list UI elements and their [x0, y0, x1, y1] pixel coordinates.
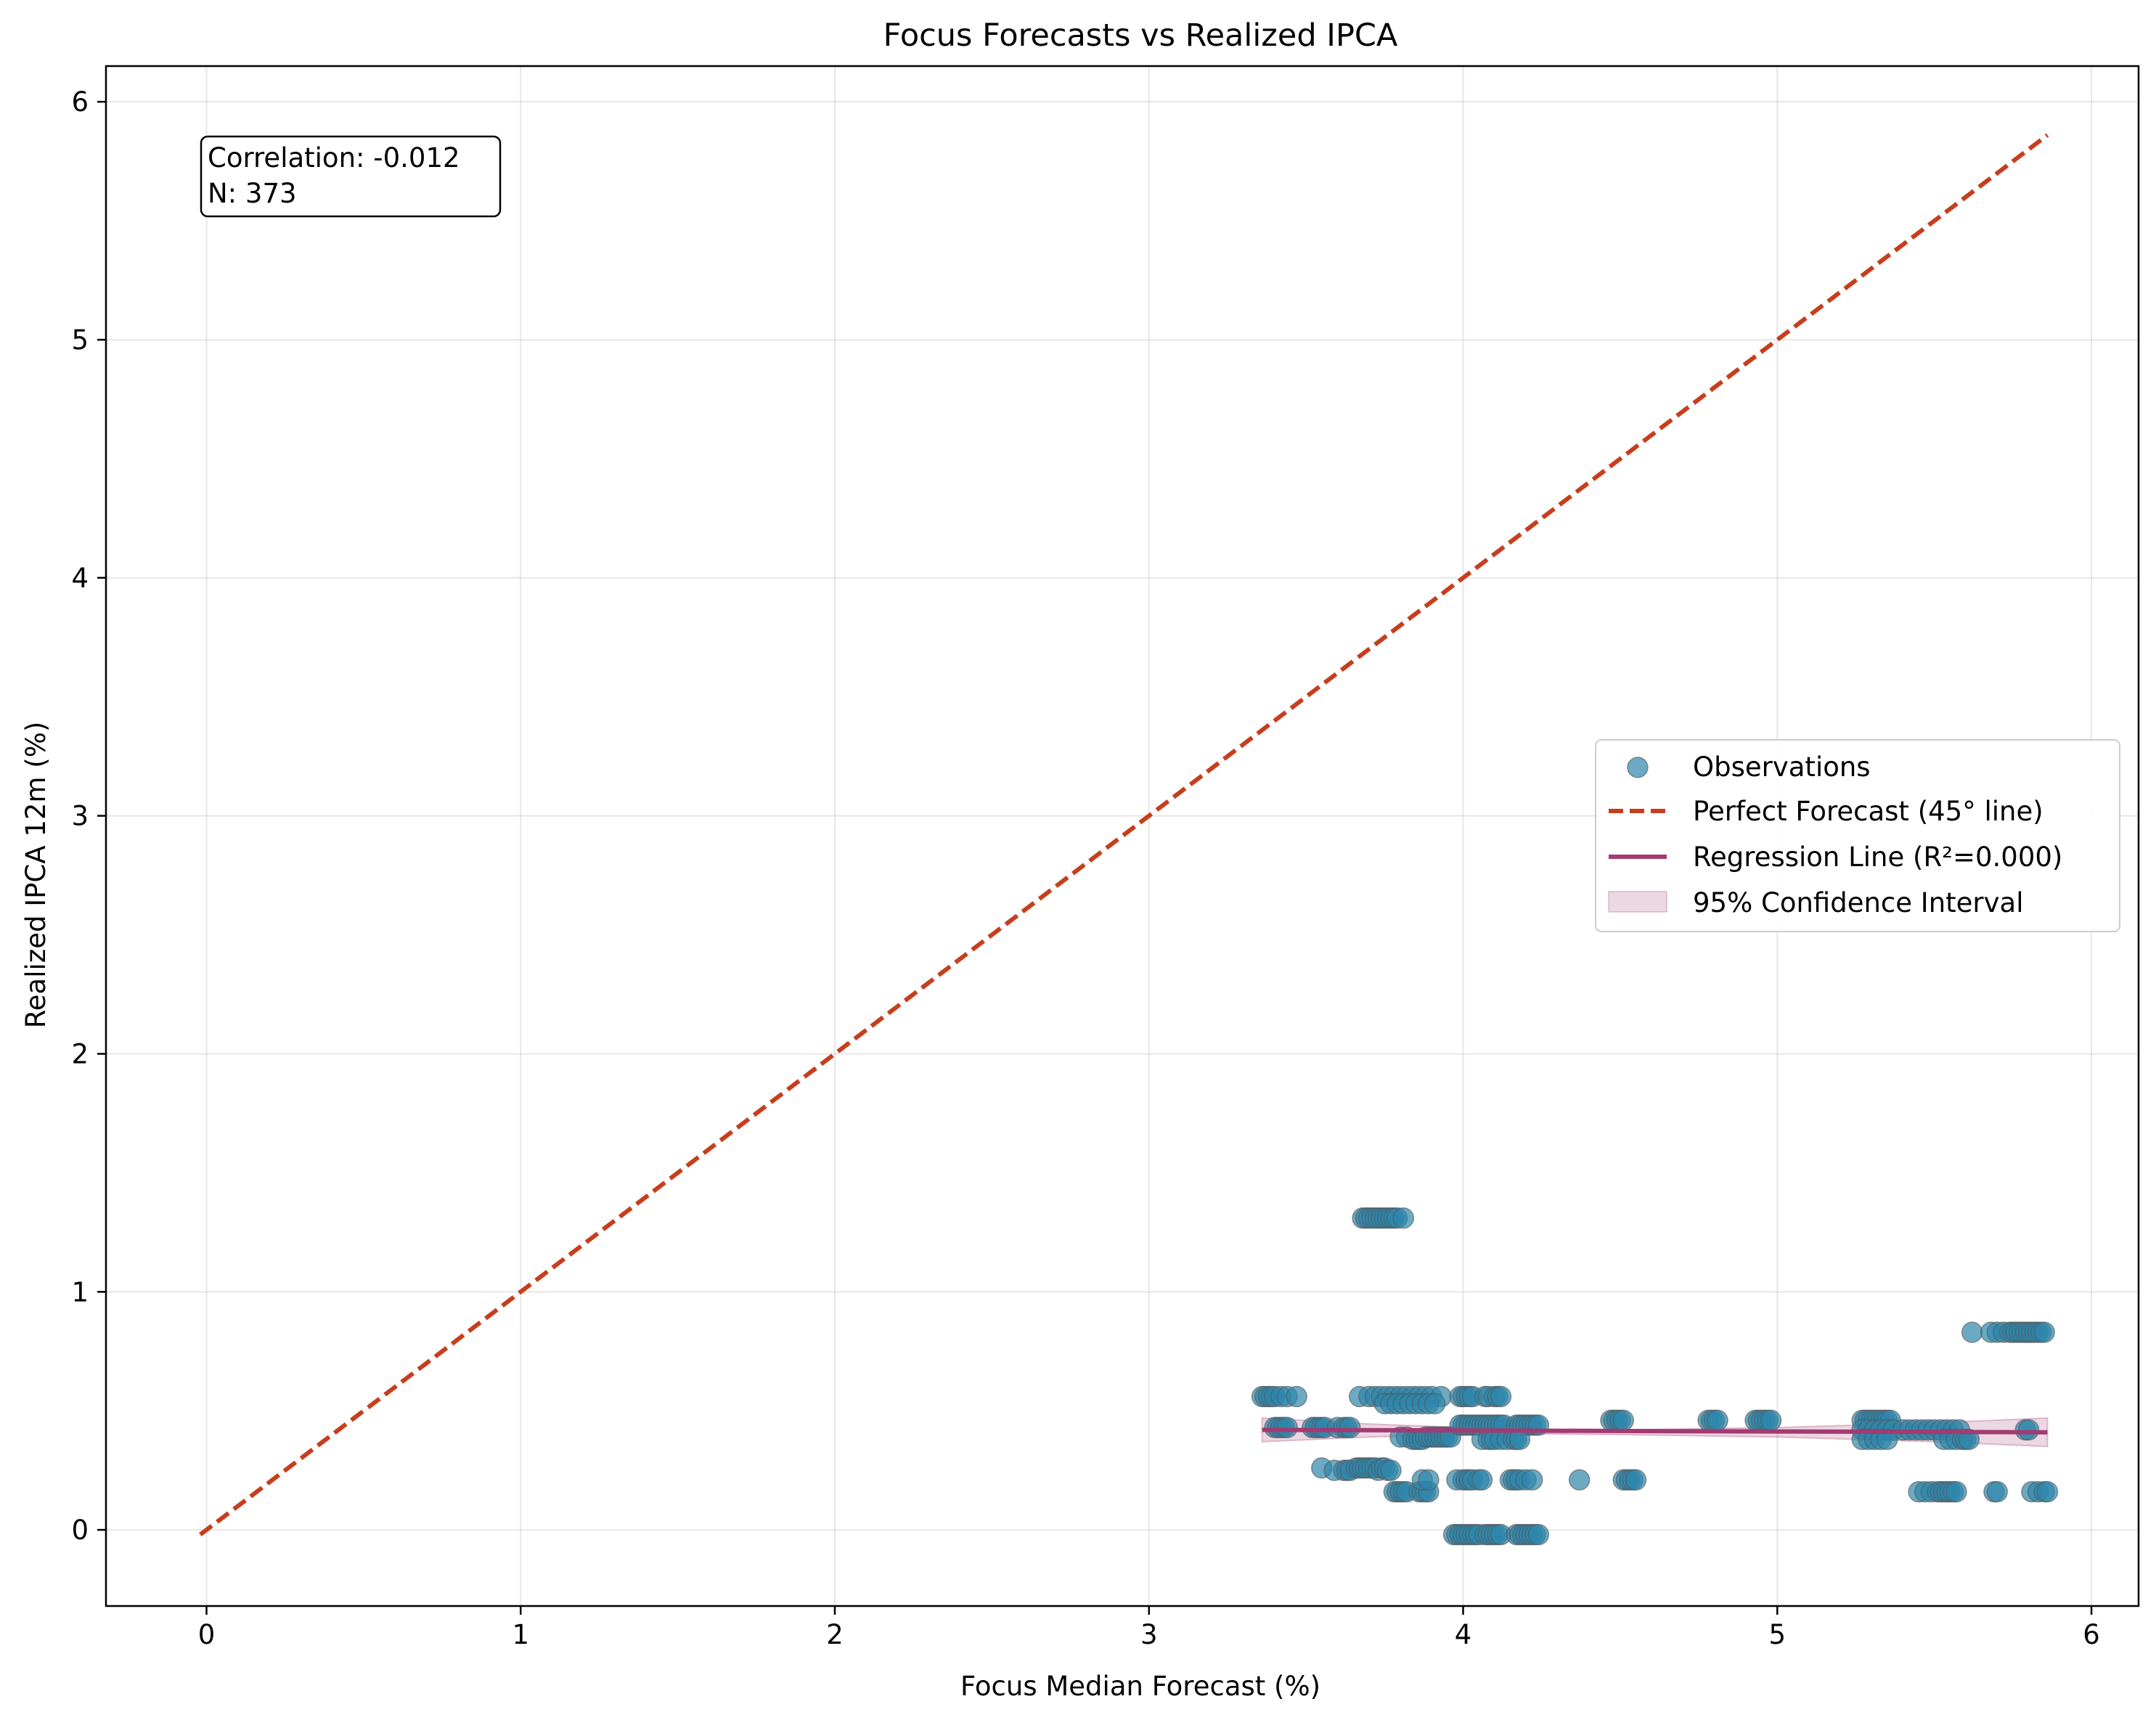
- x-tick-label: 2: [826, 1619, 844, 1650]
- legend-label-perfect-forecast: Perfect Forecast (45° line): [1693, 796, 2043, 827]
- y-tick-label: 1: [71, 1276, 89, 1308]
- legend-confidence-swatch: [1608, 891, 1667, 913]
- observation-point: [1522, 1469, 1543, 1491]
- y-tick-label: 5: [71, 325, 89, 356]
- stats-box: [200, 135, 502, 218]
- stats-annotation: Correlation: -0.012 N: 373: [200, 135, 502, 218]
- x-tick-label: 0: [198, 1619, 216, 1650]
- observation-point: [1392, 1207, 1415, 1229]
- x-tick-label: 4: [1455, 1619, 1472, 1650]
- observation-point: [2033, 1321, 2055, 1343]
- legend-label-confidence: 95% Confidence Interval: [1693, 887, 2024, 918]
- y-axis-label: Realized IPCA 12m (%): [20, 722, 52, 1029]
- observation-point: [1527, 1523, 1550, 1546]
- observation-point: [1471, 1469, 1493, 1491]
- observation-point: [1380, 1459, 1402, 1481]
- observation-point: [1276, 1417, 1298, 1438]
- axis-ticks: 0 1 2 3 4 5 6 0 1 2 3 4 5 6: [71, 86, 2099, 1650]
- observation-point: [1945, 1480, 1967, 1503]
- observation-point: [1625, 1469, 1647, 1491]
- n-count-text: N: 373: [208, 178, 297, 209]
- legend-box: [1595, 739, 2120, 932]
- x-tick-label: 1: [512, 1619, 529, 1650]
- line-layer: [199, 133, 2049, 1537]
- y-tick-label: 0: [71, 1515, 89, 1546]
- observation-point: [1877, 1428, 1898, 1451]
- observation-point: [1339, 1417, 1361, 1438]
- observation-point: [1568, 1469, 1591, 1491]
- y-tick-label: 4: [71, 563, 89, 594]
- legend-label-observations: Observations: [1693, 751, 1871, 783]
- observation-point: [1490, 1385, 1512, 1408]
- regression-line: [1262, 1427, 2048, 1435]
- legend-observations-marker: [1627, 757, 1649, 778]
- observation-point: [1961, 1321, 1983, 1343]
- legend: Observations Perfect Forecast (45° line)…: [1595, 739, 2120, 932]
- y-tick-label: 3: [71, 801, 89, 832]
- plot-frame: [105, 65, 2140, 1607]
- observation-point: [1418, 1469, 1440, 1491]
- perfect-forecast-line: [199, 133, 2049, 1537]
- x-tick-label: 3: [1140, 1619, 1158, 1650]
- observation-points: [1251, 1207, 2059, 1546]
- observation-point: [1286, 1385, 1307, 1408]
- chart-title: Focus Forecasts vs Realized IPCA: [883, 17, 1398, 54]
- x-axis-label: Focus Median Forecast (%): [960, 1671, 1320, 1702]
- observation-point: [1760, 1409, 1782, 1432]
- x-tick-label: 5: [1769, 1619, 1787, 1650]
- observation-point: [2017, 1419, 2040, 1441]
- correlation-text: Correlation: -0.012: [208, 142, 460, 174]
- observation-point: [2036, 1480, 2059, 1503]
- observation-point: [1986, 1480, 2009, 1503]
- observation-point: [1612, 1409, 1635, 1432]
- observation-point: [1707, 1409, 1728, 1432]
- y-tick-label: 6: [71, 86, 89, 118]
- y-tick-label: 2: [71, 1038, 89, 1069]
- legend-label-regression: Regression Line (R²=0.000): [1693, 841, 2062, 873]
- x-tick-label: 6: [2083, 1619, 2100, 1650]
- observation-point: [1958, 1428, 1980, 1451]
- observation-point: [1424, 1393, 1446, 1415]
